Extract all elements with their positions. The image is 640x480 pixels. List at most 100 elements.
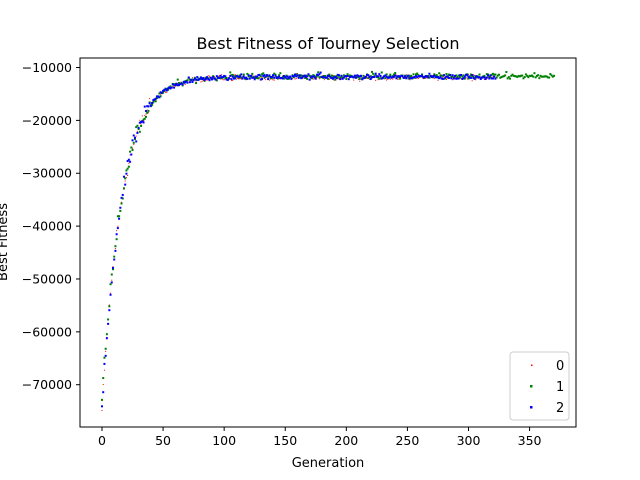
data-point [512,74,515,77]
data-point [419,75,422,78]
data-point [152,101,155,104]
data-point [237,76,240,79]
data-point [333,75,336,78]
data-point [386,79,388,81]
data-point [233,74,235,76]
data-point [309,76,312,79]
data-point [511,73,514,76]
data-point [305,74,308,77]
data-point [342,76,345,79]
data-point [217,75,219,77]
data-point [439,74,442,77]
data-point [389,75,392,78]
data-point [388,75,391,78]
data-point [295,73,298,76]
data-point [377,75,380,78]
data-point [140,123,142,125]
data-point [402,76,404,78]
data-point [143,105,146,108]
legend-box [509,351,570,421]
data-point [230,78,233,81]
legend-label-1: 1 [556,380,564,395]
data-point [483,76,486,79]
data-point [273,72,276,75]
data-point [168,86,171,89]
data-point [237,77,239,79]
data-point [297,76,300,79]
data-point [323,79,325,81]
data-point [103,362,106,365]
data-point [520,74,523,77]
data-point [545,75,548,78]
data-point [534,76,537,79]
data-point [186,79,189,82]
data-point [165,89,168,92]
data-point [346,73,349,76]
data-point [184,84,186,86]
data-point [318,78,320,80]
data-point [135,135,137,137]
data-point [223,74,226,77]
data-point [421,73,424,76]
data-point [279,72,282,75]
data-point [422,76,425,79]
data-point [413,75,416,78]
data-point [231,73,234,76]
data-point [322,75,325,78]
data-point [131,148,134,151]
data-point [408,75,411,78]
data-point [386,76,389,79]
data-point [278,75,281,78]
data-point [165,91,167,93]
data-point [358,77,361,80]
data-point [444,75,446,77]
data-point [319,76,322,79]
data-point [367,74,370,77]
data-point [298,75,301,78]
data-point [483,78,485,80]
data-point [251,75,253,77]
data-point [355,76,358,79]
data-point [490,77,493,80]
data-point [428,72,431,75]
data-point [324,76,327,79]
chart-title: Best Fitness of Tourney Selection [196,34,459,53]
data-point [305,76,308,79]
data-point [457,77,460,80]
legend-label-0: 0 [556,359,564,374]
data-point [247,74,250,77]
data-point [146,109,148,111]
data-point [390,76,393,79]
data-point [316,73,318,76]
data-point [229,78,231,80]
data-point [317,71,320,74]
data-point [404,77,406,79]
data-point [110,273,113,276]
data-point [434,74,437,77]
data-point [295,75,298,78]
data-point [462,74,465,77]
data-point [251,76,254,79]
x-tick-label: 50 [155,433,171,448]
data-point [127,158,130,161]
data-point [340,75,343,78]
data-point [353,75,356,78]
data-point [356,74,359,77]
data-point [466,74,469,77]
data-point [276,76,279,79]
data-point [121,193,124,196]
data-point [513,75,516,78]
data-point [220,77,223,80]
data-point [348,74,351,77]
data-point [502,75,505,78]
data-point [331,76,334,79]
data-point [473,77,476,80]
data-point [198,77,201,80]
data-point [401,75,404,78]
data-point [427,75,430,78]
data-point [467,73,469,75]
data-point [240,76,243,79]
data-point [159,91,162,94]
data-point [412,76,415,79]
data-point [359,80,361,82]
